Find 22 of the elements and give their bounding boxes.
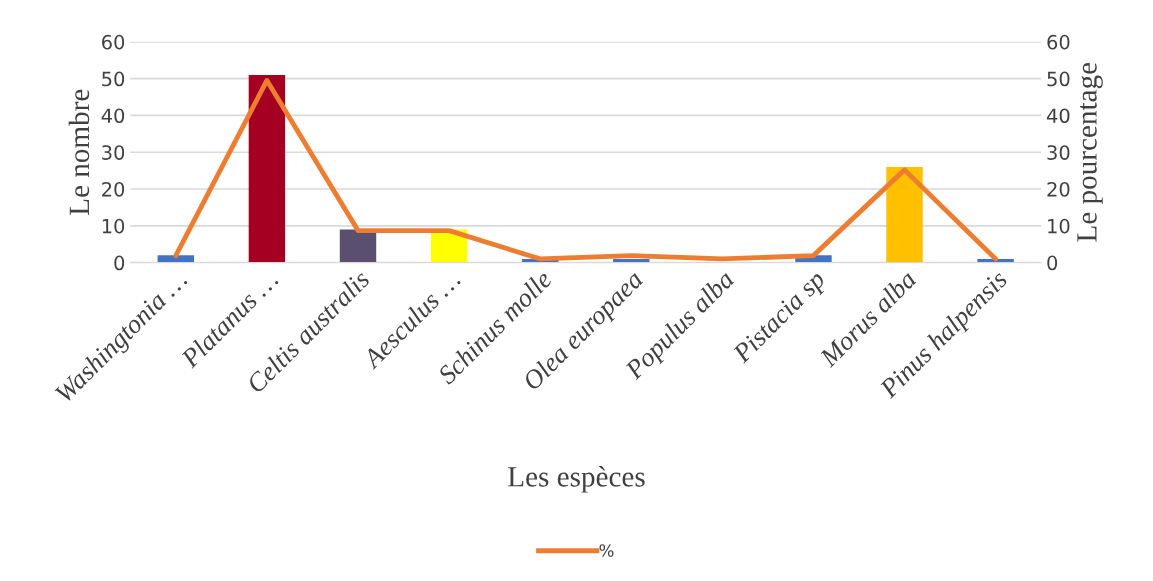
y2-tick-label: 10 [1048, 218, 1070, 234]
x-axis-title: Les espèces [508, 466, 645, 493]
y-tick-label: 30 [102, 145, 125, 160]
y-tick-label: 0 [114, 255, 125, 271]
bar [886, 166, 923, 263]
y2-tick-label: 0 [1047, 255, 1058, 271]
y-tick-label: 60 [102, 34, 125, 50]
y2-tick-label: 40 [1046, 108, 1070, 124]
legend-label: % [599, 544, 614, 557]
y2-tick-label: 60 [1047, 34, 1070, 50]
y2-tick-label: 30 [1047, 145, 1070, 160]
line-series [173, 78, 999, 262]
y-tick-label: 10 [102, 218, 125, 234]
y2-axis-title: Le pourcentage [1077, 62, 1103, 242]
y-tick-label: 40 [101, 108, 125, 124]
bar [248, 74, 286, 263]
y-tick-label: 20 [102, 181, 125, 197]
y-axis-title: Le nombre [68, 89, 90, 215]
y-tick-label: 50 [102, 71, 125, 87]
y2-tick-label: 50 [1047, 71, 1070, 87]
y2-tick-label: 20 [1047, 181, 1070, 197]
bar [339, 229, 377, 263]
